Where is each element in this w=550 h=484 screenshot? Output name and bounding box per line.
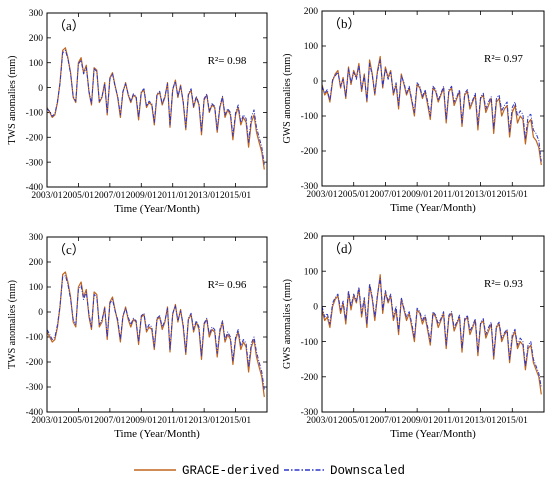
series-grace-line-a	[47, 47, 265, 170]
y-tick-label-c: 300	[29, 233, 44, 243]
series-downscaled-line-d	[322, 277, 542, 388]
x-tick-label-d: 2007/01	[370, 416, 401, 426]
r2-annotation-a: R²= 0.98	[208, 55, 247, 67]
x-tick-label-b: 2009/01	[402, 190, 433, 200]
x-tick-label-d: 2009/01	[402, 416, 433, 426]
x-tick-label-a: 2009/01	[126, 191, 157, 201]
y-tick-label-b: 0	[313, 77, 318, 87]
x-tick-label-b: 2003/01	[306, 190, 337, 200]
y-tick-label-a: 100	[29, 59, 44, 69]
panel-label-d: （d）	[328, 241, 361, 256]
x-tick-label-a: 2011/01	[157, 191, 188, 201]
series-grace-line-b	[322, 55, 542, 166]
y-tick-label-d: -200	[301, 373, 319, 383]
x-tick-label-a: 2007/01	[94, 191, 125, 201]
x-tick-label-b: 2005/01	[338, 190, 369, 200]
y-tick-label-d: -300	[301, 408, 319, 418]
x-tick-label-b: 2007/01	[370, 190, 401, 200]
x-tick-label-d: 2003/01	[306, 416, 337, 426]
y-axis-label-a: TWS anomalies (mm)	[7, 56, 18, 145]
y-tick-label-c: -200	[26, 358, 44, 368]
y-tick-label-b: -300	[301, 182, 319, 192]
panel-label-b: （b）	[328, 16, 361, 31]
y-tick-label-a: -400	[26, 183, 44, 193]
x-axis-label-d: Time (Year/Month)	[390, 428, 476, 440]
x-axis-label-a: Time (Year/Month)	[114, 203, 200, 215]
y-tick-label-c: -400	[26, 408, 44, 418]
x-tick-label-d: 2011/01	[433, 416, 464, 426]
x-tick-label-a: 2005/01	[63, 191, 94, 201]
panel-b: -300 -200 -100 0 100 200 2003/01 2005/01 2007/01…	[282, 7, 545, 214]
x-tick-label-a: 2015/01	[220, 191, 251, 201]
x-tick-label-c: 2015/01	[220, 416, 251, 426]
y-tick-label-b: -100	[301, 112, 319, 122]
y-tick-label-a: -300	[26, 158, 44, 168]
panel-a: -400 -300 -200 -100 0 100 200 300 2003/01 2005/01…	[7, 9, 268, 215]
x-axis-label-b: Time (Year/Month)	[390, 202, 476, 214]
y-tick-label-d: 100	[304, 267, 319, 277]
y-axis-label-d: GWS anomalies (mm)	[282, 279, 293, 369]
plot-frame-a	[46, 12, 268, 188]
y-tick-label-b: 200	[304, 7, 319, 17]
series-downscaled-line-b	[322, 59, 542, 162]
legend-grace-label: GRACE-derived	[182, 464, 280, 478]
y-tick-label-a: 300	[29, 9, 44, 19]
panel-d: -300 -200 -100 0 100 200 2003/01 2005/01 2007/01…	[282, 232, 545, 440]
x-tick-label-c: 2007/01	[94, 416, 125, 426]
y-tick-label-c: -300	[26, 383, 44, 393]
series-grace-line-d	[322, 274, 542, 395]
y-tick-label-c: -100	[26, 333, 44, 343]
x-axis-label-c: Time (Year/Month)	[114, 428, 200, 440]
x-tick-label-b: 2013/01	[465, 190, 496, 200]
y-tick-label-b: -200	[301, 147, 319, 157]
r2-annotation-d: R²= 0.93	[484, 278, 523, 290]
y-tick-label-b: 100	[304, 42, 319, 52]
r2-annotation-c: R²= 0.96	[208, 279, 247, 291]
plot-frame-c	[46, 236, 268, 413]
r2-annotation-b: R²= 0.97	[484, 53, 523, 65]
series-downscaled-line-a	[47, 49, 265, 165]
legend: GRACE-derived Downscaled	[134, 464, 405, 478]
x-tick-label-c: 2005/01	[63, 416, 94, 426]
panel-label-c: （c）	[53, 242, 85, 257]
y-tick-label-c: 100	[29, 283, 44, 293]
y-axis-label-c: TWS anomalies (mm)	[7, 280, 18, 369]
y-tick-label-a: 200	[29, 34, 44, 44]
y-tick-label-a: 0	[38, 84, 43, 94]
y-tick-label-c: 0	[38, 308, 43, 318]
plot-frame-d	[321, 235, 545, 413]
y-tick-label-d: -100	[301, 338, 319, 348]
panel-label-a: （a）	[53, 18, 85, 33]
legend-downscaled-label: Downscaled	[330, 464, 405, 478]
x-tick-label-a: 2003/01	[31, 191, 62, 201]
y-tick-label-a: -200	[26, 133, 44, 143]
x-tick-label-d: 2005/01	[338, 416, 369, 426]
y-tick-label-d: 200	[304, 232, 319, 242]
y-tick-label-a: -100	[26, 109, 44, 119]
y-tick-label-c: 200	[29, 258, 44, 268]
x-tick-label-d: 2015/01	[497, 416, 528, 426]
x-tick-label-c: 2003/01	[31, 416, 62, 426]
y-tick-label-d: 0	[313, 303, 318, 313]
y-axis-label-b: GWS anomalies (mm)	[282, 54, 293, 144]
x-tick-label-b: 2015/01	[497, 190, 528, 200]
plot-frame-b	[321, 10, 545, 187]
x-tick-label-c: 2011/01	[157, 416, 188, 426]
panel-c: -400 -300 -200 -100 0 100 200 300 2003/01 2005/01…	[7, 233, 268, 440]
series-downscaled-line-c	[47, 275, 265, 390]
x-tick-label-b: 2011/01	[433, 190, 464, 200]
x-tick-label-a: 2013/01	[189, 191, 220, 201]
x-tick-label-c: 2009/01	[126, 416, 157, 426]
x-tick-label-c: 2013/01	[189, 416, 220, 426]
x-tick-label-d: 2013/01	[465, 416, 496, 426]
